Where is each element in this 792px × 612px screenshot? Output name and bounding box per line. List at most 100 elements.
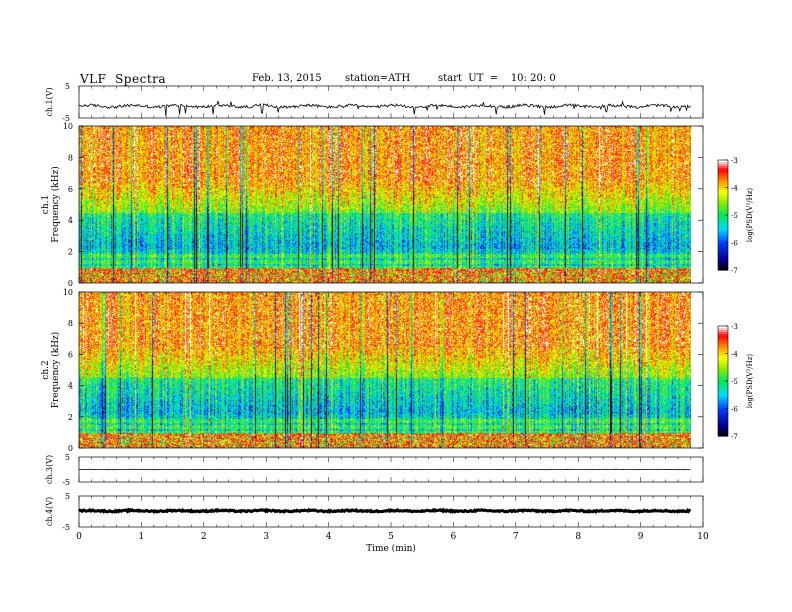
ytick-label: 6 [68,185,73,194]
colorbar-cell [718,184,728,187]
ytick-label: -5 [62,523,70,532]
colorbar-cell [718,200,728,203]
colorbar-tick-label: -7 [731,267,738,275]
colorbar-cell [718,402,728,405]
colorbar-cell [718,220,728,223]
xtick-label: 0 [76,532,82,542]
colorbar-cell [718,374,728,377]
colorbar-cell [718,332,728,335]
ytick-label: 8 [68,153,73,162]
colorbar-tick-label: -7 [731,433,738,441]
xtick-label: 10 [697,532,709,542]
ytick-label: 4 [68,382,73,391]
colorbar-cell [718,202,728,205]
ch2-spectrogram-image [79,292,691,448]
colorbar-cell [718,420,728,423]
colorbar-cell [718,416,728,419]
colorbar-cell [718,190,728,193]
colorbar-cell [718,330,728,333]
colorbar-cell [718,378,728,381]
colorbar-cell [718,252,728,255]
xtick-label: 5 [388,532,394,542]
colorbar-cell [718,362,728,365]
colorbar-cell [718,368,728,371]
colorbar-cell [718,258,728,261]
ytick-label: 2 [68,248,73,257]
colorbar-cell [718,194,728,197]
xtick-label: 1 [139,532,145,542]
colorbar-cell [718,390,728,393]
colorbar-cell [718,172,728,175]
ylabel-frequency: Frequency (kHz) [50,332,61,409]
colorbar-cell [718,408,728,411]
colorbar-tick-label: -4 [731,351,738,359]
colorbar-cell [718,406,728,409]
colorbar-tick-label: -4 [731,185,738,193]
colorbar-label: log(PSD(V²/Hz) [746,354,754,409]
colorbar-cell [718,394,728,397]
colorbar-cell [718,232,728,235]
colorbar-cell [718,204,728,207]
colorbar-tick-label: -5 [731,212,738,220]
colorbar-cell [718,352,728,355]
colorbar-cell [718,342,728,345]
ytick-label: 8 [68,319,73,328]
colorbar-cell [718,366,728,369]
colorbar-cell [718,226,728,229]
colorbar-cell [718,250,728,253]
colorbar-cell [718,432,728,435]
ch3-waveform-ylabel: ch.3(V) [45,455,54,484]
ytick-label: 6 [68,350,73,359]
colorbar-cell [718,236,728,239]
colorbar-cell [718,262,728,265]
colorbar-cell [718,268,728,271]
colorbar-cell [718,168,728,171]
colorbar-cell [718,206,728,209]
ch4-waveform-ylabel: ch.4(V) [45,497,54,526]
xtick-label: 6 [451,532,457,542]
colorbar-cell [718,174,728,177]
colorbar-cell [718,434,728,437]
colorbar-cell [718,164,728,167]
colorbar-cell [718,340,728,343]
colorbar-cell [718,424,728,427]
colorbar-cell [718,426,728,429]
colorbar-tick-label: -3 [731,157,738,165]
colorbar-cell [718,214,728,217]
colorbar-cell [718,182,728,185]
ch4-waveform-panel: 5 -5 ch.4(V) [45,492,704,532]
ch4-waveform-trace [77,507,692,515]
colorbar-cell [718,360,728,363]
xtick-label: 3 [263,532,269,542]
ch1-spectrogram-colorbar: -3 -4 -5 -6 -7 log(PSD(V²/Hz) [717,157,754,275]
colorbar-cell [718,238,728,241]
xtick-label: 9 [638,532,644,542]
ytick-label: 10 [63,288,73,297]
colorbar-cell [718,350,728,353]
colorbar-cell [718,354,728,357]
colorbar-cell [718,428,728,431]
colorbar-cell [718,410,728,413]
colorbar-cell [718,388,728,391]
colorbar-cell [718,180,728,183]
ytick-label: 2 [68,413,73,422]
colorbar-cell [718,392,728,395]
colorbar-cell [718,178,728,181]
colorbar-tick-label: -3 [731,323,738,331]
colorbar-cell [718,376,728,379]
ch1-waveform-panel: 5 -5 ch.1(V) [45,82,704,123]
colorbar-cell [718,240,728,243]
colorbar-tick-label: -6 [731,240,738,248]
colorbar-label: log(PSD(V²/Hz) [746,188,754,243]
colorbar-cell [718,404,728,407]
ylabel-frequency: Frequency (kHz) [50,166,61,243]
xtick-label: 8 [575,532,581,542]
colorbar-cell [718,384,728,387]
ytick-label: -5 [62,478,70,487]
colorbar-cell [718,166,728,169]
colorbar-cell [718,234,728,237]
colorbar-cell [718,192,728,195]
colorbar-tick-label: -6 [731,406,738,414]
colorbar-cell [718,188,728,191]
